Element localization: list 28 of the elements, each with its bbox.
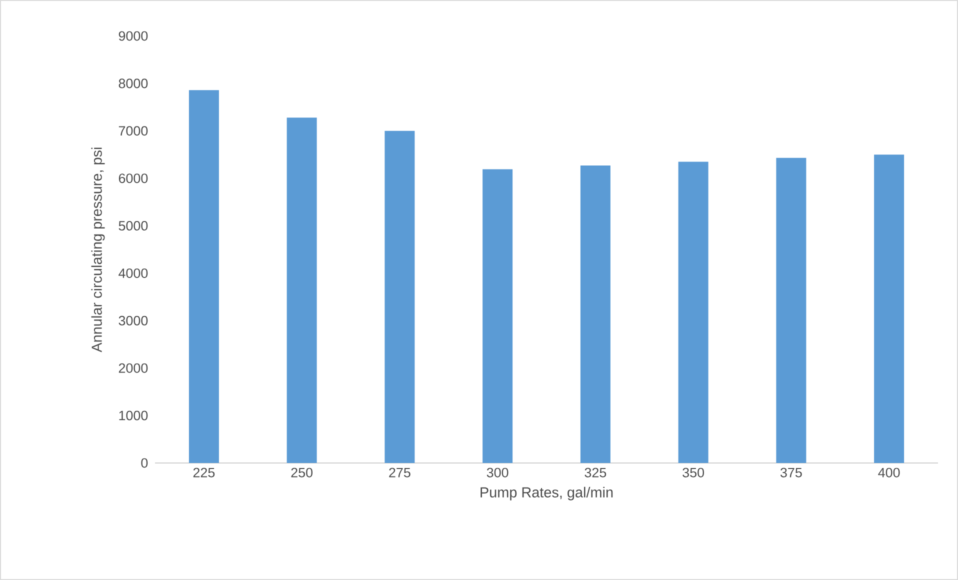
- x-tick-label: 275: [389, 468, 410, 478]
- y-tick-label: 6000: [118, 174, 148, 184]
- bar: [776, 158, 806, 463]
- x-tick-label: 250: [291, 468, 313, 478]
- x-tick-label: 325: [584, 468, 606, 478]
- y-tick-label: 0: [141, 458, 148, 468]
- bar: [286, 118, 317, 463]
- x-tick-label: 375: [780, 468, 802, 478]
- y-tick-label: 4000: [118, 268, 148, 278]
- x-tick-label: 225: [193, 468, 215, 478]
- y-tick-label: 5000: [118, 221, 148, 231]
- y-tick-label: 3000: [118, 316, 148, 326]
- bar: [482, 169, 513, 463]
- x-axis-title: Pump Rates, gal/min: [480, 486, 613, 500]
- y-tick-label: 7000: [118, 126, 148, 136]
- y-tick-label: 2000: [118, 363, 148, 373]
- y-tick-label: 8000: [118, 78, 148, 88]
- bar: [384, 130, 415, 463]
- bar: [580, 166, 610, 463]
- bar: [874, 154, 904, 463]
- x-tick-label: 300: [486, 468, 508, 478]
- y-tick-label: 1000: [119, 410, 148, 420]
- y-tick-label: 9000: [118, 31, 148, 41]
- x-tick-label: 400: [878, 468, 900, 478]
- bar: [188, 90, 219, 463]
- x-tick-label: 350: [682, 468, 704, 478]
- bar: [678, 162, 708, 463]
- y-axis-title: Annular circulating pressure, psi: [91, 148, 105, 352]
